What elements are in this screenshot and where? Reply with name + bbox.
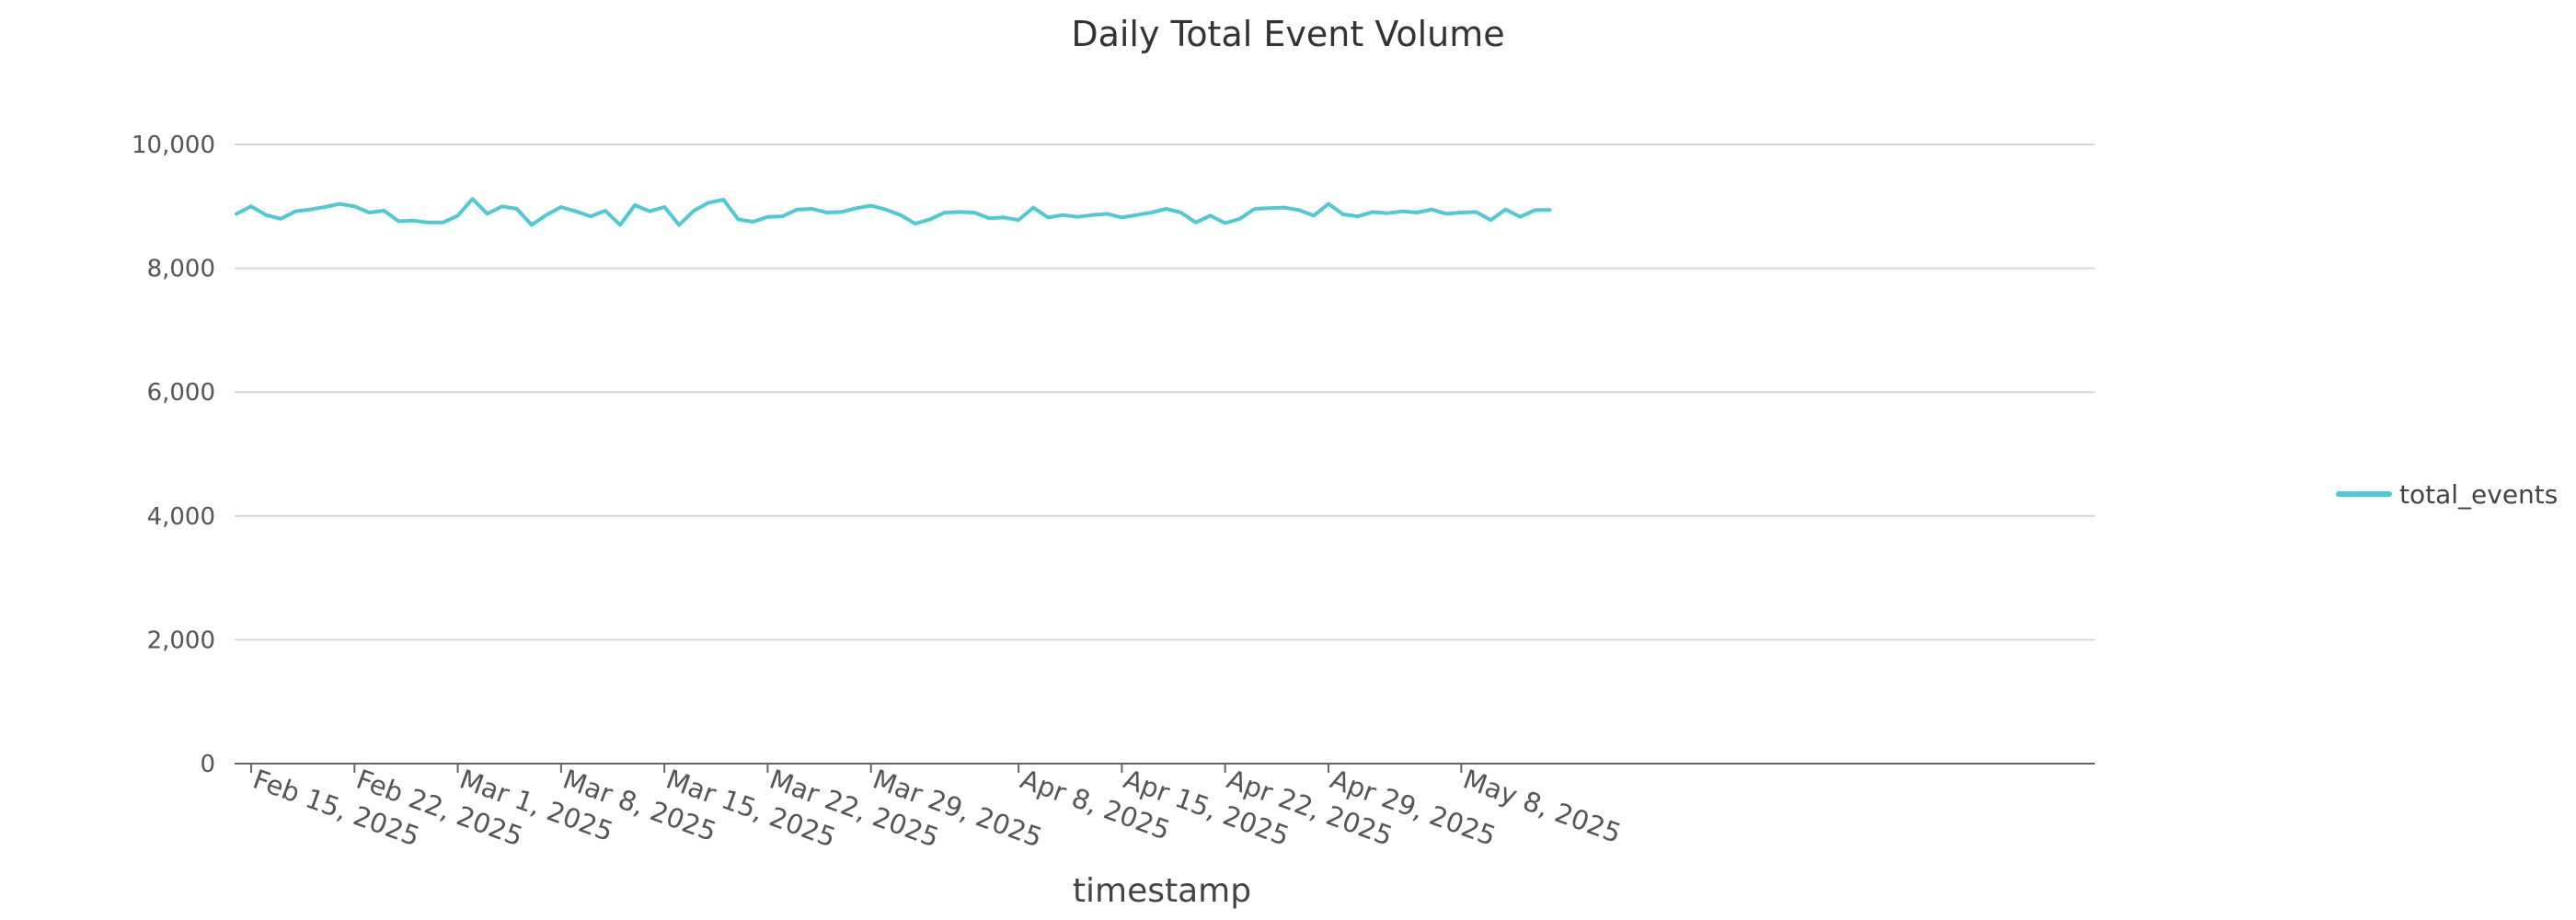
y-tick-label: 8,000 bbox=[147, 256, 215, 283]
y-tick-label: 10,000 bbox=[132, 132, 215, 159]
y-tick-label: 2,000 bbox=[147, 627, 215, 654]
series-layer bbox=[235, 197, 1552, 227]
x-axis-title: timestamp bbox=[1073, 872, 1251, 910]
y-tick-label: 4,000 bbox=[147, 503, 215, 531]
grid-lines bbox=[235, 144, 2095, 641]
y-tick-label: 0 bbox=[200, 751, 215, 778]
y-tick-label: 6,000 bbox=[147, 379, 215, 407]
y-axis-ticks: 0 2,000 4,000 6,000 8,000 10,000 bbox=[132, 132, 215, 778]
chart-title: Daily Total Event Volume bbox=[1071, 14, 1504, 54]
series-line-total-events bbox=[235, 197, 1552, 227]
legend[interactable]: total_events bbox=[2336, 479, 2558, 510]
legend-label-total-events: total_events bbox=[2399, 479, 2558, 510]
